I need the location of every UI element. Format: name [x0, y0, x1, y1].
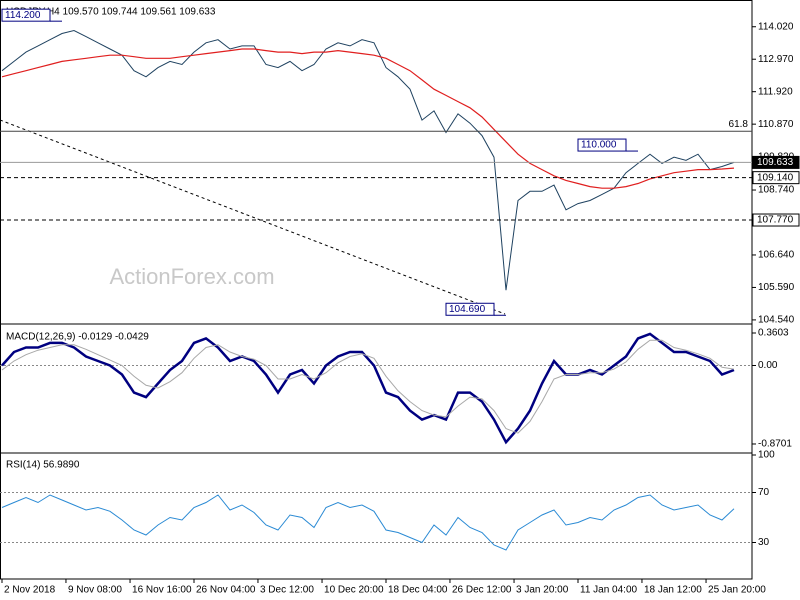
y-tick-label: 30: [758, 537, 770, 548]
price-box-label: 109.140: [757, 172, 794, 183]
series-line: [1, 339, 735, 434]
y-tick-label: 104.540: [758, 315, 795, 326]
series-line: [1, 494, 735, 551]
y-tick-label: 108.740: [758, 185, 795, 196]
series-line: [1, 332, 735, 445]
panel-title: USDJPY,H4 109.570 109.744 109.561 109.63…: [6, 7, 216, 18]
level-label: 61.8: [729, 119, 749, 130]
price-box: [752, 171, 800, 185]
panel-title: RSI(14) 56.9890: [6, 460, 80, 471]
y-tick-label: 111.920: [758, 86, 793, 97]
annotation-label: 104.690: [449, 304, 486, 315]
x-tick-label: 25 Jan 20:00: [708, 585, 766, 596]
y-tick-label: 0.00: [758, 360, 778, 371]
x-tick-label: 10 Dec 20:00: [324, 585, 384, 596]
x-tick-label: 9 Nov 08:00: [68, 585, 122, 596]
annotation-label: 110.000: [581, 140, 617, 151]
y-tick-label: 112.970: [758, 54, 794, 65]
x-tick-label: 3 Jan 20:00: [516, 585, 569, 596]
annotation-box: [577, 138, 627, 152]
y-tick-label: 110.870: [758, 119, 794, 130]
x-tick-label: 11 Jan 04:00: [580, 585, 638, 596]
x-tick-label: 26 Dec 12:00: [452, 585, 512, 596]
y-tick-label: 114.020: [758, 21, 794, 32]
y-tick-label: -0.8701: [758, 439, 792, 450]
panel-title: MACD(12,26,9) -0.0129 -0.0429: [6, 332, 149, 343]
watermark: ActionForex.com: [109, 264, 274, 289]
y-tick-label: 100: [758, 450, 775, 461]
price-box: [752, 155, 800, 169]
annotation-label: 114.200: [5, 10, 41, 21]
x-tick-label: 16 Nov 16:00: [132, 585, 192, 596]
x-tick-label: 26 Nov 04:00: [196, 585, 256, 596]
price-box-label: 107.770: [757, 215, 794, 226]
x-tick-label: 2 Nov 2018: [4, 585, 56, 596]
y-tick-label: 106.640: [758, 250, 795, 261]
price-box-label: 109.633: [757, 157, 794, 168]
annotation-box: [1, 8, 51, 22]
annotation-box: [445, 302, 495, 316]
x-tick-label: 3 Dec 12:00: [260, 585, 314, 596]
price-box: [752, 213, 800, 227]
series-line: [1, 48, 735, 189]
x-tick-label: 18 Dec 04:00: [388, 585, 448, 596]
series-line: [1, 29, 735, 291]
trend-line: [0, 119, 506, 315]
y-tick-label: 0.3603: [758, 328, 789, 339]
plot-frame: [0, 0, 753, 580]
x-tick-label: 18 Jan 12:00: [644, 585, 702, 596]
y-tick-label: 70: [758, 487, 770, 498]
y-tick-label: 105.590: [758, 282, 795, 293]
